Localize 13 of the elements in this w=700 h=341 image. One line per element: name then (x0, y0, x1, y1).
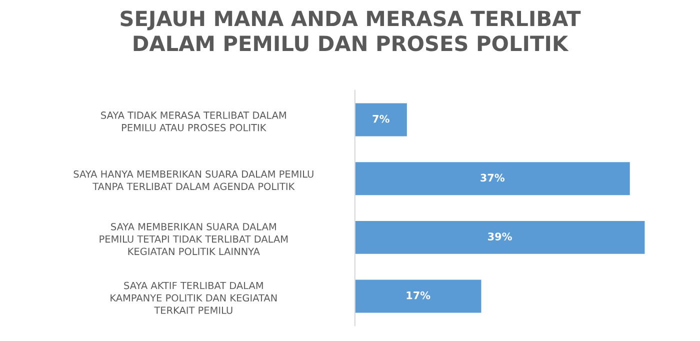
data-label: 7% (372, 114, 390, 123)
chart-title: SEJAUH MANA ANDA MERASA TERLIBAT DALAM PEMILU DAN PROSES POLITIK (120, 10, 581, 52)
data-label: 39% (488, 232, 512, 240)
bar (354, 280, 482, 313)
bar (354, 103, 407, 136)
bar (354, 162, 630, 196)
y-tick-label: SAYA TIDAK MERASA TERLIBAT DALAM PEMILU ATAU PROSES POLITIK (101, 112, 286, 132)
data-label: 17% (406, 291, 430, 300)
data-label: 37% (480, 174, 505, 182)
y-tick-label: SAYA AKTIF TERLIBAT DALAM KAMPANYE POLITIK DAN KEGIATAN TERKAIT PEMILU (110, 282, 277, 314)
bar (354, 220, 645, 254)
y-tick-label: SAYA MEMBERIKAN SUARA DALAM PEMILU TETAPI TIDAK TERLIBAT DALAM KEGIATAN POLITIK LAINNYA (100, 223, 288, 256)
y-tick-label: SAYA HANYA MEMBERIKAN SUARA DALAM PEMILU TANPA TERLIBAT DALAM AGENDA POLITIK (74, 170, 314, 190)
